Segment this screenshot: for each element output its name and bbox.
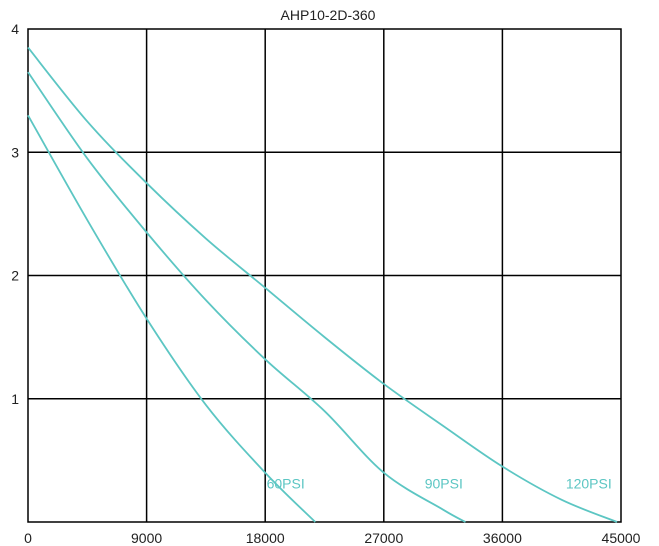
series-label: 90PSI bbox=[425, 476, 463, 492]
y-tick-label: 2 bbox=[11, 268, 19, 284]
series-line bbox=[27, 71, 466, 523]
x-axis-tick-labels: 0 9000 18000 27000 36000 45000 bbox=[24, 530, 641, 546]
x-tick-label: 9000 bbox=[131, 530, 162, 546]
x-tick-label: 27000 bbox=[364, 530, 403, 546]
y-tick-label: 3 bbox=[11, 144, 19, 160]
x-tick-label: 0 bbox=[24, 530, 32, 546]
grid-lines bbox=[28, 29, 621, 522]
series-line bbox=[27, 114, 316, 523]
series-line bbox=[27, 46, 618, 523]
chart-title: AHP10-2D-360 bbox=[281, 7, 376, 23]
x-tick-label: 18000 bbox=[246, 530, 285, 546]
y-axis-tick-labels: 1 2 3 4 bbox=[11, 21, 19, 407]
x-tick-label: 45000 bbox=[602, 530, 641, 546]
series-labels: 60PSI 90PSI 120PSI bbox=[267, 476, 612, 492]
series-curves bbox=[27, 46, 618, 523]
x-tick-label: 36000 bbox=[483, 530, 522, 546]
series-label: 60PSI bbox=[267, 476, 305, 492]
y-tick-label: 4 bbox=[11, 21, 19, 37]
y-tick-label: 1 bbox=[11, 391, 19, 407]
series-label: 120PSI bbox=[566, 476, 612, 492]
